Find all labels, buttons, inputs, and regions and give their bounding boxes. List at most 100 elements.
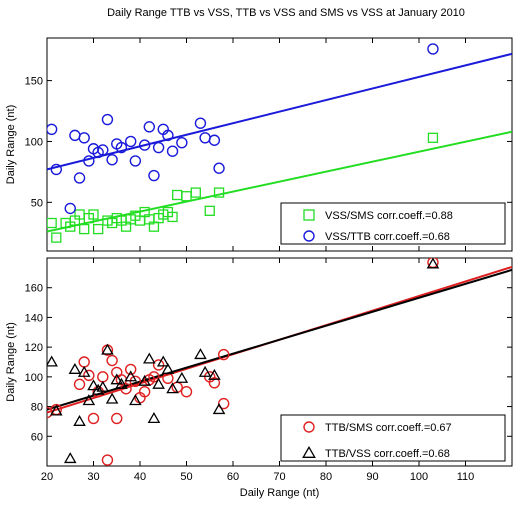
y-tick-label: 120 — [25, 342, 43, 354]
legend-marker — [303, 421, 315, 433]
triangle-marker — [73, 414, 86, 426]
circle-marker — [162, 129, 174, 142]
square-marker — [51, 232, 62, 243]
square-marker — [190, 187, 201, 198]
y-axis-label: Daily Range (nt) — [5, 105, 17, 184]
circle-marker — [138, 139, 151, 151]
triangle-marker — [143, 352, 156, 364]
legend-box — [280, 414, 506, 462]
y-tick-label: 100 — [25, 136, 43, 148]
y-tick-label: 100 — [25, 372, 43, 384]
legend-label: TTB/VSS corr.coeff.=0.68 — [325, 448, 450, 460]
circle-marker — [208, 377, 221, 389]
circle-marker — [194, 117, 207, 129]
triangle-marker — [50, 404, 63, 416]
circle-marker — [427, 43, 439, 55]
circle-marker — [87, 412, 100, 425]
circle-marker — [180, 386, 193, 398]
circle-marker — [101, 454, 114, 466]
circle-marker — [166, 145, 179, 157]
y-tick-label: 150 — [25, 76, 43, 88]
circle-marker — [176, 136, 188, 149]
x-tick-label: 20 — [41, 471, 53, 483]
circle-marker — [208, 134, 221, 146]
triangle-marker — [63, 452, 77, 464]
triangle-marker — [194, 348, 207, 360]
y-tick-label: 50 — [31, 197, 43, 209]
triangle-marker — [91, 383, 105, 395]
triangle-marker — [82, 394, 96, 406]
legend-label: TTB/SMS corr.coeff.=0.67 — [325, 422, 452, 434]
plot-data-area — [47, 43, 512, 243]
x-tick-label: 100 — [410, 471, 428, 483]
triangle-marker — [212, 403, 226, 415]
circle-marker — [111, 412, 123, 425]
circle-marker — [97, 371, 109, 383]
legend-marker — [302, 445, 316, 458]
circle-marker — [217, 397, 230, 410]
regression-line — [47, 52, 512, 171]
regression-line — [47, 130, 512, 233]
circle-marker — [129, 155, 142, 167]
circle-marker — [106, 154, 118, 166]
x-tick-label: 90 — [366, 471, 378, 483]
circle-marker — [148, 371, 160, 383]
circle-marker — [83, 155, 95, 167]
x-tick-label: 70 — [273, 471, 285, 483]
circle-marker — [83, 369, 95, 382]
square-marker — [79, 223, 90, 235]
legend-marker — [303, 230, 315, 242]
y-tick-label: 140 — [25, 312, 43, 324]
square-marker — [181, 191, 192, 202]
triangle-marker — [124, 370, 137, 382]
regression-line — [47, 268, 512, 411]
square-marker — [427, 132, 439, 143]
y-tick-label: 60 — [31, 431, 43, 443]
circle-marker — [78, 356, 90, 368]
legend-label: VSS/SMS corr.coeff.=0.88 — [325, 210, 453, 222]
triangle-marker — [110, 373, 124, 385]
triangle-marker — [129, 394, 142, 406]
circle-marker — [97, 144, 109, 156]
circle-marker — [106, 354, 118, 367]
circle-marker — [78, 132, 90, 144]
circle-marker — [50, 163, 62, 176]
square-marker — [213, 187, 225, 198]
triangle-marker — [166, 382, 179, 394]
circle-marker — [199, 132, 211, 144]
x-tick-label: 80 — [320, 471, 332, 483]
legend-label: VSS/TTB corr.coeff.=0.68 — [325, 231, 450, 243]
square-marker — [167, 211, 178, 223]
y-tick-label: 80 — [31, 402, 43, 414]
square-marker — [93, 223, 104, 235]
triangle-marker — [147, 411, 161, 423]
triangle-marker — [87, 379, 100, 391]
circle-marker — [124, 363, 137, 376]
plot-data-area — [47, 258, 512, 466]
triangle-marker — [105, 392, 119, 404]
circle-marker — [152, 359, 165, 371]
square-marker — [47, 217, 57, 229]
square-marker — [88, 209, 99, 220]
triangle-marker — [68, 362, 82, 374]
triangle-marker — [156, 355, 170, 367]
top-scatter-panel: 50 100 150 Daily Range (nt) VSS/SMS corr.coe… — [5, 37, 513, 252]
legend-marker — [303, 209, 315, 221]
triangle-marker — [115, 377, 128, 389]
circle-marker — [101, 113, 114, 126]
circle-marker — [73, 172, 86, 184]
triangle-marker — [77, 365, 91, 377]
x-tick-label: 50 — [180, 471, 192, 483]
square-marker — [204, 205, 215, 216]
triangle-marker — [138, 374, 151, 386]
triangle-marker — [208, 368, 221, 380]
circle-marker — [217, 348, 230, 361]
triangle-marker — [175, 371, 189, 383]
bottom-scatter-panel: 60 80 100 120 140 160 20 30 40 50 60 70 80 90 100 110 Da… — [5, 257, 513, 499]
y-tick-label: 160 — [25, 283, 43, 295]
circle-marker — [47, 123, 58, 135]
legend-box — [280, 202, 506, 245]
circle-marker — [124, 135, 137, 148]
triangle-marker — [96, 380, 110, 392]
